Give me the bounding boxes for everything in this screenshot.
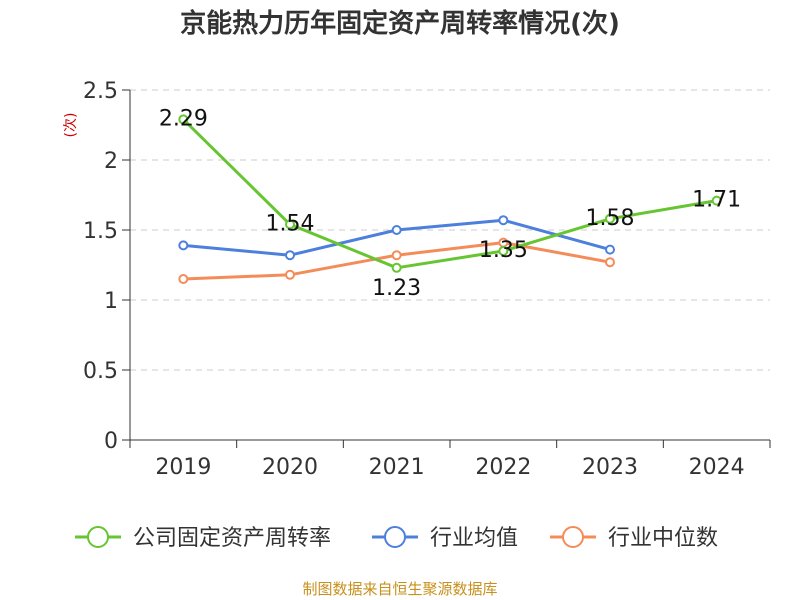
y-axis-label: (次)	[63, 113, 79, 138]
series-line-0	[182, 118, 717, 270]
y-tick-label: 1	[104, 289, 118, 314]
data-point	[391, 262, 402, 273]
data-point	[605, 257, 615, 268]
chart-title: 京能热力历年固定资产周转率情况(次)	[180, 8, 620, 39]
axes: 0 0.5 1 1.5 2 2.5 2019 2020 2021 2022 2023 2024	[83, 79, 771, 480]
data-label: 1.35	[479, 238, 528, 263]
data-point	[605, 213, 615, 224]
data-label: 2.29	[159, 106, 208, 131]
y-tick-label: 2.5	[83, 79, 118, 104]
data-point	[285, 219, 295, 230]
series-line-2	[183, 241, 611, 281]
x-tick-label: 2022	[475, 455, 531, 480]
data-label: 1.71	[692, 188, 741, 213]
legend-marker-0	[87, 526, 109, 548]
legend-label-1: 行业均值	[430, 526, 518, 551]
x-tick-label: 2020	[262, 455, 318, 480]
legend-label-2: 行业中位数	[608, 526, 718, 551]
data-point	[178, 274, 189, 284]
x-tick-label: 2023	[582, 455, 638, 480]
legend-marker-2	[562, 526, 584, 548]
data-point	[498, 246, 509, 256]
x-tick-label: 2024	[689, 455, 745, 480]
data-point	[285, 250, 295, 261]
legend-marker-1	[384, 526, 406, 548]
x-tick-label: 2021	[369, 455, 425, 480]
source-note: 制图数据来自恒生聚源数据库	[302, 580, 497, 598]
series	[178, 114, 722, 284]
legend: 公司固定资产周转率 行业均值 行业中位数	[75, 526, 718, 551]
data-point	[498, 215, 509, 226]
data-point	[285, 269, 295, 280]
y-tick-label: 1.5	[83, 219, 118, 244]
data-point	[178, 114, 189, 125]
data-point	[391, 225, 402, 235]
data-point	[391, 250, 402, 261]
data-label: 1.23	[372, 276, 421, 301]
grid	[130, 89, 770, 371]
data-point	[605, 244, 615, 255]
legend-label-0: 公司固定资产周转率	[133, 526, 331, 551]
data-label: 1.54	[266, 211, 315, 236]
data-point	[711, 195, 722, 206]
data-labels: 2.29 1.54 1.23 1.35 1.58 1.71	[159, 106, 741, 301]
x-tick-label: 2019	[155, 455, 211, 480]
y-tick-label: 2	[104, 149, 118, 174]
y-tick-label: 0.5	[83, 359, 118, 384]
y-tick-label: 0	[104, 429, 118, 454]
data-point	[178, 240, 189, 251]
data-label: 1.58	[586, 206, 635, 231]
